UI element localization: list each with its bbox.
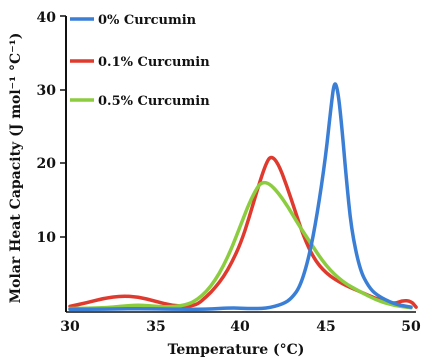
- y-tick-label: 40: [37, 10, 57, 26]
- y-tick-label: 20: [37, 156, 57, 172]
- x-tick-label: 45: [316, 319, 335, 335]
- legend-label: 0% Curcumin: [98, 13, 197, 28]
- y-tick-label: 30: [37, 83, 57, 99]
- x-tick-label: 30: [60, 319, 80, 335]
- x-tick-label: 40: [230, 319, 250, 335]
- x-tick-label: 35: [146, 319, 165, 335]
- series-line-0-5-curcumin: [68, 180, 413, 311]
- series-line-0-curcumin: [68, 82, 413, 312]
- y-axis-title: Molar Heat Capacity (J mol⁻¹ °C⁻¹): [8, 33, 24, 304]
- legend: 0% Curcumin 0.1% Curcumin 0.5% Curcumin: [70, 13, 210, 109]
- legend-label: 0.5% Curcumin: [98, 94, 210, 109]
- legend-label: 0.1% Curcumin: [98, 55, 210, 70]
- series-layer: [68, 82, 418, 312]
- series-line-0-1-curcumin: [68, 155, 418, 309]
- y-tick-label: 10: [37, 230, 57, 246]
- x-axis-title: Temperature (°C): [168, 342, 305, 358]
- x-tick-label: 50: [401, 319, 421, 335]
